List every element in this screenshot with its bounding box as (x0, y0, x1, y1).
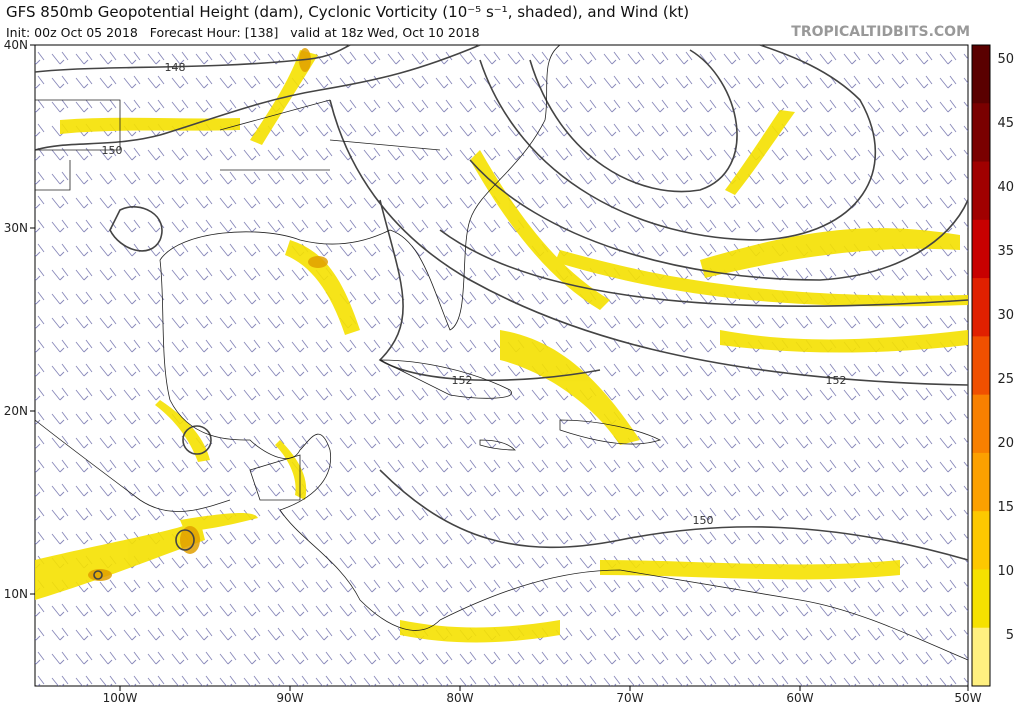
colorbar-segment (972, 452, 990, 512)
coastlines (34, 44, 969, 661)
contour-label: 152 (452, 374, 473, 387)
colorbar-segment (972, 45, 990, 104)
contour-label: 150 (102, 144, 123, 157)
lon-label: 80W (446, 691, 473, 705)
colorbar-label: 30 (997, 308, 1014, 323)
lat-label: 20N (4, 404, 28, 418)
colorbar-label: 5 (1006, 628, 1014, 643)
vorticity-shading (35, 50, 968, 643)
lat-label: 10N (4, 587, 28, 601)
height-contours (34, 44, 969, 580)
colorbar-segment (972, 219, 990, 279)
lon-axis: 100W 90W 80W 70W 60W 50W (103, 686, 982, 705)
site-credit: TROPICALTIDBITS.COM (791, 24, 970, 40)
colorbar-label: 10 (997, 564, 1014, 579)
colorbar-label: 20 (997, 436, 1014, 451)
colorbar-segment (972, 627, 990, 687)
colorbar-label: 40 (997, 180, 1014, 195)
colorbar: 50 45 40 35 30 25 20 15 10 5 (971, 44, 1014, 687)
colorbar-segment (972, 569, 990, 629)
colorbar-label: 45 (997, 116, 1014, 131)
lat-label: 30N (4, 221, 28, 235)
lon-label: 90W (276, 691, 303, 705)
vorticity-peaks (88, 48, 328, 581)
contour-label: 148 (165, 61, 186, 74)
lon-label: 70W (616, 691, 643, 705)
contour-label: 152 (826, 374, 847, 387)
colorbar-segment (972, 511, 990, 570)
title: GFS 850mb Geopotential Height (dam), Cyc… (6, 3, 690, 21)
colorbar-frame (971, 44, 991, 687)
contour-label: 150 (693, 514, 714, 527)
colorbar-segment (972, 161, 990, 221)
colorbar-label: 35 (997, 244, 1014, 259)
colorbar-label: 25 (997, 372, 1014, 387)
colorbar-label: 50 (997, 52, 1014, 67)
colorbar-segment (972, 278, 990, 337)
wind-barbs (35, 45, 968, 686)
lat-label: 40N (4, 38, 28, 52)
lat-axis: 40N 30N 20N 10N (4, 38, 35, 601)
init-line: Init: 00z Oct 05 2018 Forecast Hour: [13… (6, 25, 480, 40)
lon-label: 60W (786, 691, 813, 705)
colorbar-segment (972, 336, 990, 396)
colorbar-segment (972, 394, 990, 454)
lon-label: 50W (954, 691, 981, 705)
contour-label-group: 148 150 152 152 150 (102, 61, 847, 527)
colorbar-segment (972, 103, 990, 163)
lon-label: 100W (103, 691, 138, 705)
colorbar-label: 15 (997, 500, 1014, 515)
